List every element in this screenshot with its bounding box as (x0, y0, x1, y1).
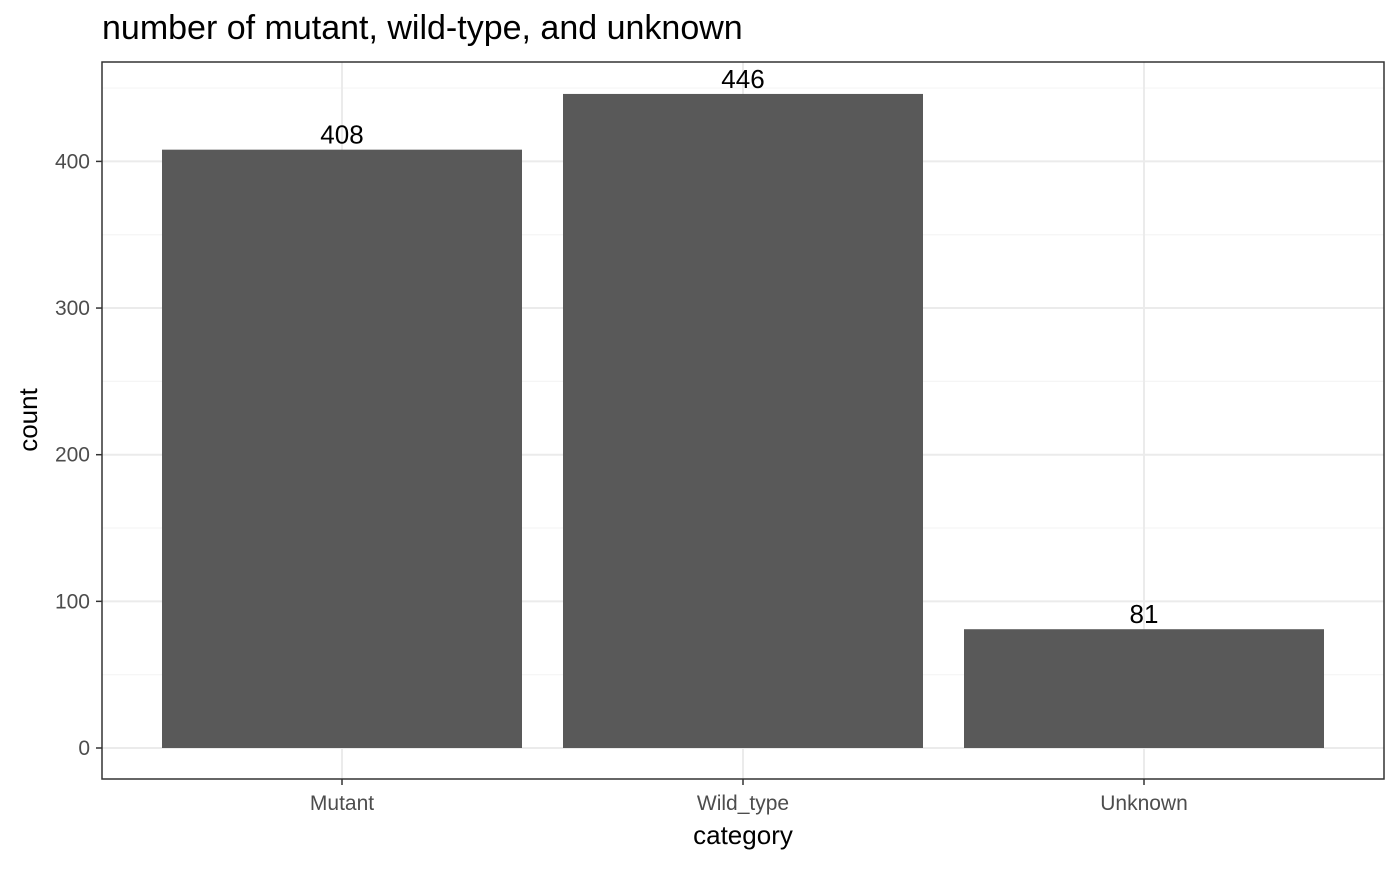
x-tick-label: Wild_type (697, 792, 789, 815)
y-axis-title: count (13, 387, 43, 451)
y-tick-label: 100 (55, 590, 90, 613)
y-tick-label: 0 (78, 737, 90, 760)
data-label: 81 (1130, 599, 1159, 629)
x-tick-label: Unknown (1100, 792, 1188, 815)
axis-ticks: 0 100 200 300 400 Mutant Wild_type Unknown (55, 150, 1188, 815)
data-labels: 408 446 81 (320, 64, 1158, 629)
chart-title: number of mutant, wild-type, and unknown (102, 9, 743, 47)
y-tick-label: 200 (55, 444, 90, 467)
x-tick-label: Mutant (310, 792, 374, 815)
data-label: 408 (320, 120, 363, 150)
y-tick-label: 400 (55, 150, 90, 173)
bars (162, 93, 1324, 749)
y-tick-label: 300 (55, 297, 90, 320)
x-axis-title: category (693, 820, 793, 850)
bar-mutant (162, 149, 522, 749)
bar-wild-type (563, 93, 923, 749)
bar-unknown (964, 629, 1324, 748)
data-label: 446 (721, 64, 764, 94)
